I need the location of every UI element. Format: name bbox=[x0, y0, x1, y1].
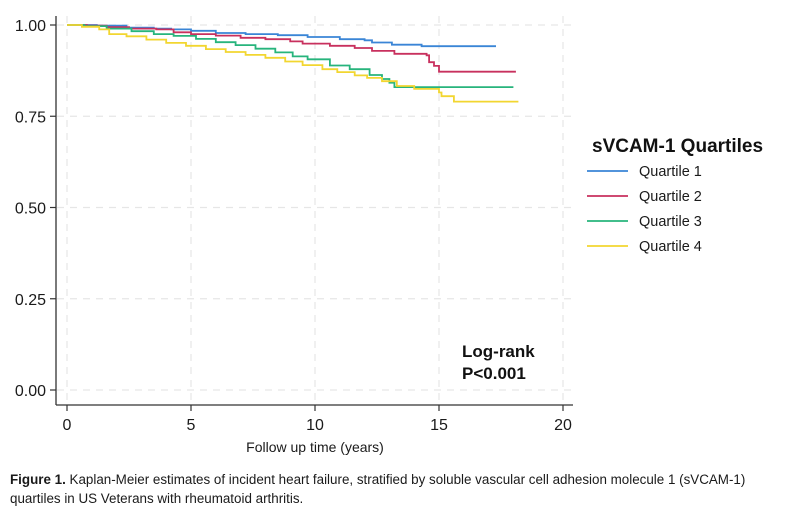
legend-items: Quartile 1 Quartile 2 Quartile 3 Quartile 4 bbox=[587, 164, 702, 255]
series-line-quartile-3 bbox=[67, 24, 514, 88]
y-tick-label: 0.50 bbox=[15, 201, 46, 218]
series-line-quartile-4 bbox=[67, 24, 519, 103]
series-line-quartile-1 bbox=[67, 24, 496, 48]
series-line-quartile-2 bbox=[67, 24, 516, 73]
y-tick-label: 0.25 bbox=[15, 292, 46, 309]
log-rank-annotation: Log-rank P<0.001 bbox=[462, 342, 535, 383]
grid-lines bbox=[57, 16, 573, 404]
y-tick-label: 0.00 bbox=[15, 383, 46, 400]
y-tick-label: 0.75 bbox=[15, 109, 46, 126]
legend-label: Quartile 1 bbox=[639, 164, 702, 180]
x-axis-title: Follow up time (years) bbox=[246, 439, 384, 455]
legend-title: sVCAM-1 Quartiles bbox=[592, 136, 763, 157]
x-tick-label: 5 bbox=[187, 417, 196, 434]
figure-caption: Figure 1. Kaplan-Meier estimates of inci… bbox=[10, 470, 790, 508]
kaplan-meier-chart: 0.00 0.25 0.50 0.75 1.00 0 5 10 15 20 Follow up … bbox=[15, 16, 763, 455]
x-tick-label: 15 bbox=[430, 417, 448, 434]
legend-label: Quartile 3 bbox=[639, 214, 702, 230]
series-group bbox=[67, 24, 519, 103]
caption-label: Figure 1. bbox=[10, 472, 66, 487]
y-tick-label: 1.00 bbox=[15, 18, 46, 35]
legend-label: Quartile 4 bbox=[639, 239, 702, 255]
y-ticks: 0.00 0.25 0.50 0.75 1.00 bbox=[15, 18, 56, 400]
x-tick-label: 20 bbox=[554, 417, 572, 434]
x-ticks: 0 5 10 15 20 bbox=[63, 405, 572, 434]
x-tick-label: 10 bbox=[306, 417, 324, 434]
annotation-line-2: P<0.001 bbox=[462, 364, 526, 383]
caption-text: Kaplan-Meier estimates of incident heart… bbox=[10, 472, 746, 506]
annotation-line-1: Log-rank bbox=[462, 342, 535, 361]
x-tick-label: 0 bbox=[63, 417, 72, 434]
legend-label: Quartile 2 bbox=[639, 189, 702, 205]
